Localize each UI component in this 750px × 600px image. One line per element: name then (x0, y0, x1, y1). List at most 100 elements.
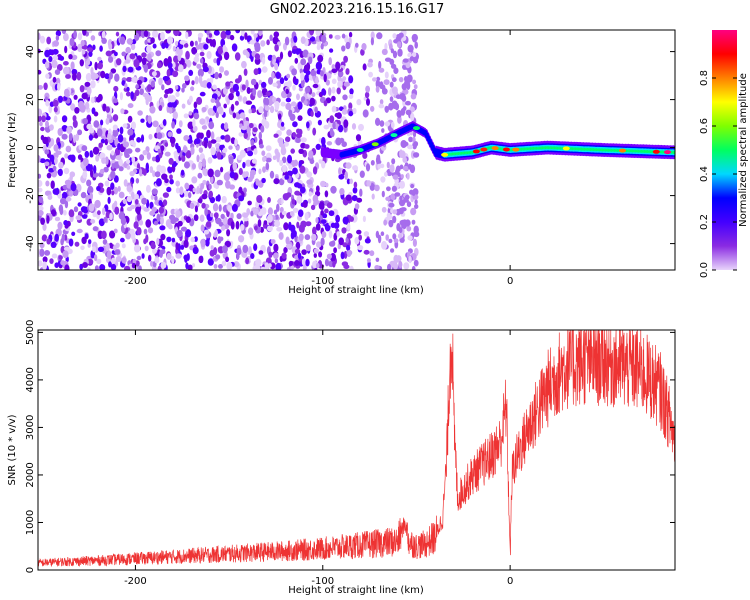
noise-blob (105, 242, 110, 252)
noise-blob (181, 87, 185, 93)
noise-blob (405, 100, 411, 106)
noise-blob (359, 188, 363, 197)
noise-blob (185, 262, 189, 270)
noise-blob (149, 166, 154, 174)
noise-blob (331, 95, 336, 102)
noise-blob (115, 155, 122, 161)
noise-blob (117, 134, 124, 143)
noise-blob (44, 149, 50, 155)
noise-blob (175, 242, 179, 250)
noise-blob (294, 190, 301, 196)
noise-blob (297, 101, 303, 110)
noise-blob (90, 35, 96, 41)
noise-blob (254, 53, 260, 61)
noise-blob (213, 30, 220, 36)
noise-blob (272, 155, 277, 160)
noise-blob (137, 212, 142, 222)
noise-blob (285, 97, 292, 103)
noise-blob (69, 37, 75, 47)
noise-blob (238, 167, 243, 176)
noise-blob (196, 63, 202, 69)
noise-blob (114, 249, 121, 255)
noise-blob (397, 233, 403, 239)
noise-blob (379, 120, 385, 127)
noise-blob (312, 226, 317, 235)
noise-blob (96, 185, 101, 192)
noise-blob (318, 251, 323, 258)
noise-blob (151, 188, 158, 195)
noise-blob (304, 144, 310, 149)
noise-blob (280, 101, 286, 107)
noise-blob (274, 44, 279, 52)
noise-blob (194, 40, 198, 47)
noise-blob (320, 180, 326, 188)
noise-blob (205, 221, 212, 228)
noise-blob (407, 44, 414, 53)
noise-blob (285, 192, 292, 198)
noise-blob (325, 79, 330, 86)
noise-blob (116, 58, 122, 66)
noise-blob (264, 121, 270, 129)
noise-blob (296, 93, 300, 101)
noise-blob (355, 134, 362, 142)
noise-blob (61, 133, 68, 140)
noise-blob (73, 206, 79, 213)
noise-blob (337, 80, 343, 88)
noise-blob (115, 256, 122, 262)
noise-blob (339, 188, 345, 196)
noise-blob (162, 75, 170, 82)
noise-blob (283, 247, 288, 254)
noise-blob (160, 145, 165, 152)
noise-blob (362, 109, 369, 118)
noise-blob (81, 92, 88, 100)
noise-blob (280, 121, 285, 127)
noise-blob (214, 71, 219, 80)
noise-blob (143, 30, 149, 37)
noise-blob (209, 196, 216, 204)
noise-blob (117, 143, 121, 151)
noise-blob (118, 166, 124, 172)
noise-blob (130, 231, 136, 241)
noise-blob (247, 150, 254, 157)
noise-blob (126, 195, 133, 203)
noise-blob (315, 185, 320, 193)
noise-blob (43, 82, 48, 91)
noise-blob (52, 165, 57, 171)
noise-blob (171, 121, 176, 129)
noise-blob (150, 80, 155, 88)
noise-blob (141, 197, 148, 205)
noise-blob (54, 233, 59, 242)
noise-blob (316, 262, 320, 269)
noise-blob (391, 185, 397, 192)
noise-blob (341, 141, 348, 148)
noise-blob (295, 48, 300, 55)
noise-blob (320, 35, 327, 43)
noise-blob (335, 214, 340, 223)
noise-blob (59, 55, 65, 61)
noise-blob (218, 54, 223, 61)
noise-blob (260, 40, 266, 47)
noise-blob (220, 135, 226, 140)
noise-blob (297, 209, 304, 217)
noise-blob (99, 45, 103, 52)
noise-blob (54, 216, 61, 222)
noise-blob (136, 227, 142, 236)
noise-blob (244, 171, 249, 177)
noise-blob (152, 43, 157, 49)
noise-blob (135, 178, 140, 184)
noise-blob (341, 227, 347, 234)
noise-blob (105, 117, 110, 125)
noise-blob (125, 46, 131, 54)
noise-blob (108, 261, 112, 268)
noise-blob (114, 51, 118, 57)
noise-blob (268, 77, 273, 85)
noise-blob (226, 262, 233, 270)
noise-blob (58, 204, 64, 213)
noise-blob (120, 237, 125, 243)
noise-blob (400, 174, 404, 179)
noise-blob (230, 221, 235, 230)
noise-blob (150, 194, 154, 200)
noise-blob (58, 95, 63, 103)
noise-blob (312, 166, 318, 175)
noise-blob (273, 31, 280, 38)
